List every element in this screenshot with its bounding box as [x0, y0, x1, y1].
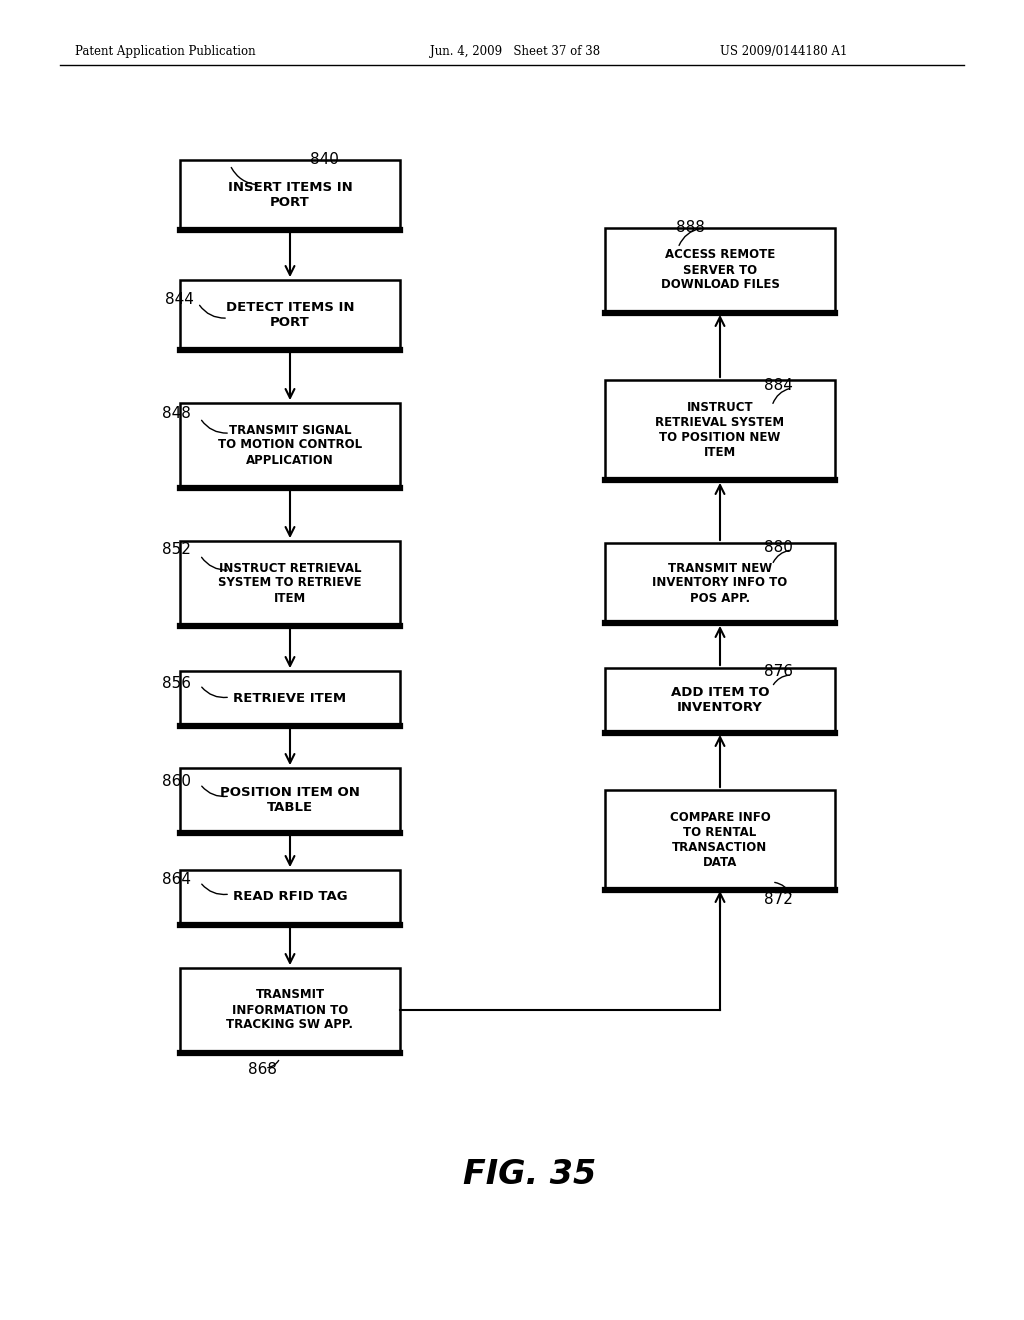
Text: US 2009/0144180 A1: US 2009/0144180 A1: [720, 45, 848, 58]
Bar: [605, 668, 835, 733]
Text: 864: 864: [162, 873, 191, 887]
Text: INSERT ITEMS IN
PORT: INSERT ITEMS IN PORT: [227, 181, 352, 209]
Text: READ RFID TAG: READ RFID TAG: [232, 891, 347, 903]
Text: RETRIEVE ITEM: RETRIEVE ITEM: [233, 692, 346, 705]
Bar: [180, 280, 400, 350]
Text: FIG. 35: FIG. 35: [464, 1159, 597, 1192]
Text: ACCESS REMOTE
SERVER TO
DOWNLOAD FILES: ACCESS REMOTE SERVER TO DOWNLOAD FILES: [660, 248, 779, 292]
Text: 856: 856: [162, 676, 191, 690]
Text: 868: 868: [248, 1063, 278, 1077]
Text: ADD ITEM TO
INVENTORY: ADD ITEM TO INVENTORY: [671, 686, 769, 714]
Text: INSTRUCT RETRIEVAL
SYSTEM TO RETRIEVE
ITEM: INSTRUCT RETRIEVAL SYSTEM TO RETRIEVE IT…: [218, 561, 361, 605]
Text: 876: 876: [764, 664, 793, 680]
Text: TRANSMIT
INFORMATION TO
TRACKING SW APP.: TRANSMIT INFORMATION TO TRACKING SW APP.: [226, 989, 353, 1031]
Text: COMPARE INFO
TO RENTAL
TRANSACTION
DATA: COMPARE INFO TO RENTAL TRANSACTION DATA: [670, 810, 770, 869]
Text: INSTRUCT
RETRIEVAL SYSTEM
TO POSITION NEW
ITEM: INSTRUCT RETRIEVAL SYSTEM TO POSITION NE…: [655, 401, 784, 459]
Bar: [605, 789, 835, 890]
Bar: [605, 543, 835, 623]
Bar: [605, 227, 835, 313]
Text: 852: 852: [162, 543, 190, 557]
Bar: [180, 403, 400, 487]
Bar: [180, 968, 400, 1052]
Bar: [180, 671, 400, 726]
Text: 840: 840: [310, 153, 339, 168]
Text: 848: 848: [162, 405, 190, 421]
Text: 872: 872: [764, 892, 793, 908]
Text: DETECT ITEMS IN
PORT: DETECT ITEMS IN PORT: [225, 301, 354, 329]
Bar: [180, 160, 400, 230]
Text: 880: 880: [764, 540, 793, 554]
Text: POSITION ITEM ON
TABLE: POSITION ITEM ON TABLE: [220, 785, 360, 814]
Text: TRANSMIT SIGNAL
TO MOTION CONTROL
APPLICATION: TRANSMIT SIGNAL TO MOTION CONTROL APPLIC…: [218, 424, 362, 466]
Bar: [605, 380, 835, 480]
Text: 884: 884: [764, 378, 793, 392]
Text: TRANSMIT NEW
INVENTORY INFO TO
POS APP.: TRANSMIT NEW INVENTORY INFO TO POS APP.: [652, 561, 787, 605]
Text: 860: 860: [162, 775, 191, 789]
Text: 888: 888: [676, 220, 705, 235]
Bar: [180, 767, 400, 833]
Bar: [180, 870, 400, 924]
Bar: [180, 540, 400, 626]
Text: 844: 844: [165, 293, 194, 308]
Text: Jun. 4, 2009   Sheet 37 of 38: Jun. 4, 2009 Sheet 37 of 38: [430, 45, 600, 58]
Text: Patent Application Publication: Patent Application Publication: [75, 45, 256, 58]
